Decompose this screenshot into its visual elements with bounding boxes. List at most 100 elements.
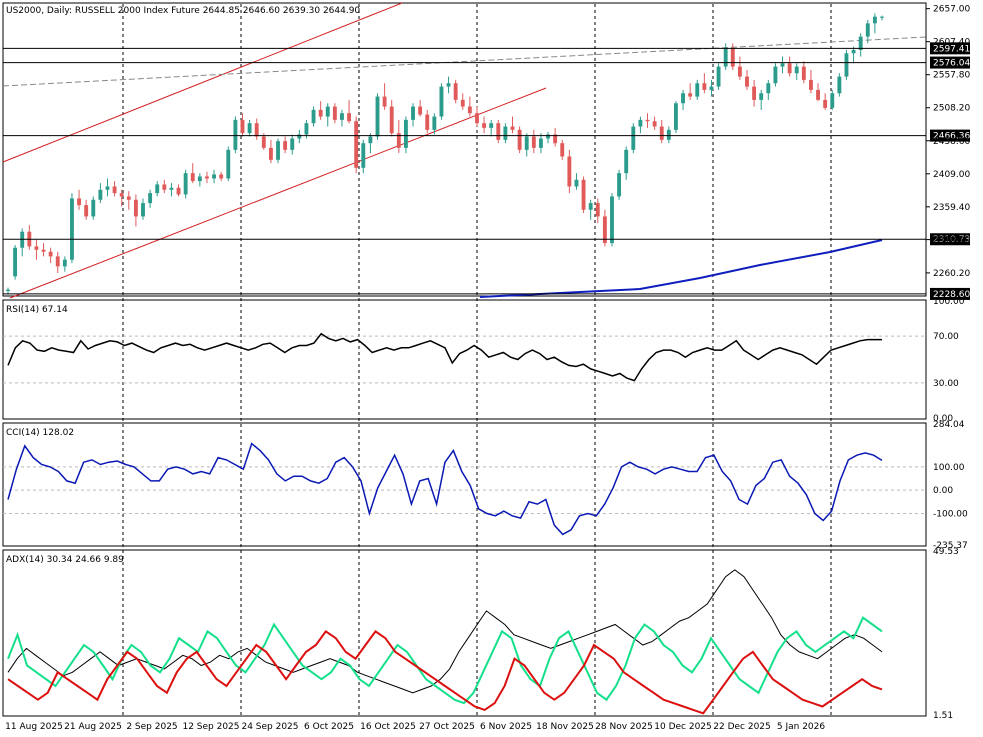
candle-body — [773, 66, 778, 84]
candle-body — [361, 143, 366, 168]
candle-body — [560, 143, 565, 157]
candle-body — [219, 174, 224, 179]
adx-tick-label: 49.53 — [933, 547, 959, 557]
candle-body — [702, 83, 707, 90]
candle-body — [631, 126, 636, 150]
candle-body — [581, 179, 586, 210]
candle-body — [304, 123, 309, 135]
trendline — [2, 36, 927, 87]
candle-body — [624, 149, 629, 174]
candle-body — [517, 129, 522, 150]
candle-body — [737, 66, 742, 77]
candle-body — [510, 126, 515, 130]
candle-body — [318, 109, 323, 117]
rsi-tick-label: 30.00 — [933, 379, 959, 389]
x-tick-label: 16 Oct 2025 — [360, 722, 416, 732]
candle-body — [574, 179, 579, 187]
candle-body — [467, 106, 472, 114]
x-tick-label: 18 Nov 2025 — [536, 722, 594, 732]
candle-body — [375, 96, 380, 137]
candle-body — [695, 83, 700, 97]
candle-body — [759, 93, 764, 100]
cci-tick-label: -100.00 — [933, 509, 968, 519]
candle-body — [439, 86, 444, 117]
candle-body — [823, 99, 828, 108]
candle-body — [77, 198, 81, 206]
candle-body — [503, 126, 508, 140]
candle-body — [6, 289, 10, 292]
candle-body — [190, 173, 195, 182]
adx-main-line — [7, 569, 883, 694]
y-tick-label: 2657.00 — [933, 5, 970, 15]
candle-body — [48, 251, 53, 257]
x-tick-label: 27 Oct 2025 — [419, 722, 475, 732]
cci-line — [7, 442, 883, 536]
x-tick-label: 6 Oct 2025 — [304, 722, 354, 732]
y-tick-label: 2458.60 — [933, 137, 970, 147]
candle-body — [425, 114, 430, 130]
candle-body — [723, 47, 728, 67]
candle-body — [766, 83, 771, 94]
candle-body — [872, 16, 877, 24]
level-tag — [930, 56, 970, 69]
level-tag-label: 2466.36 — [933, 132, 970, 142]
candle-body — [666, 129, 671, 140]
x-tick-label: 2 Sep 2025 — [126, 722, 177, 732]
candle-body — [197, 176, 202, 182]
candle-body — [496, 123, 501, 140]
adx-label: ADX(14) 30.34 24.66 9.89 — [6, 555, 124, 565]
rsi-label: RSI(14) 67.14 — [6, 305, 68, 315]
candle-body — [858, 36, 863, 50]
candle-body — [645, 119, 650, 122]
x-tick-label: 5 Jan 2026 — [777, 722, 825, 732]
candle-body — [261, 136, 266, 148]
rsi-tick-label: 70.00 — [933, 332, 959, 342]
candle-body — [268, 147, 273, 160]
candle-body — [276, 141, 280, 160]
x-axis-ticks: 11 Aug 2025 21 Aug 2025 2 Sep 2025 12 Sep 2… — [5, 722, 825, 732]
candle-body — [13, 247, 18, 277]
candle-body — [34, 246, 39, 250]
candle-body — [531, 136, 536, 148]
candle-body — [212, 174, 217, 179]
candle-body — [347, 113, 352, 122]
candle-body — [396, 133, 401, 148]
candle-body — [567, 156, 572, 187]
candle-body — [432, 116, 437, 130]
x-tick-label: 11 Aug 2025 — [5, 722, 63, 732]
candle-body — [482, 123, 487, 128]
candle-body — [809, 79, 813, 90]
candle-body — [290, 138, 295, 150]
candle-body — [126, 196, 131, 200]
level-tag-label: 2228.60 — [933, 290, 970, 300]
candle-body — [105, 186, 110, 190]
candle-body — [602, 216, 607, 244]
y-tick-label: 2409.00 — [933, 170, 970, 180]
adx-minus-di-line — [7, 630, 883, 715]
level-tag — [930, 287, 970, 300]
candle-body — [169, 187, 174, 190]
candle-body — [610, 196, 614, 244]
candle-body — [460, 99, 465, 107]
candle-body — [673, 103, 678, 130]
candle-body — [553, 134, 558, 144]
candle-body — [55, 256, 60, 267]
candle-body — [787, 63, 792, 74]
candle-body — [617, 173, 622, 197]
candle-body — [162, 184, 167, 190]
candle-body — [446, 83, 451, 87]
candle-body — [453, 83, 458, 100]
y-axis-ticks: 2657.00 2607.40 2557.80 2508.20 2458.60 2409.… — [926, 5, 970, 721]
candle-body — [247, 123, 252, 134]
adx-tick-label: 1.51 — [933, 711, 953, 721]
candle-body — [354, 121, 359, 168]
candle-body — [226, 149, 231, 179]
candle-body — [311, 109, 316, 124]
candle-body — [205, 176, 209, 179]
adx-panel-frame — [2, 549, 927, 717]
candle-body — [844, 53, 849, 77]
level-tag-label: 2310.73 — [933, 235, 970, 245]
cci-tick-label: 100.00 — [933, 463, 965, 473]
candle-body — [801, 66, 806, 80]
cci-label: CCI(14) 128.02 — [6, 428, 74, 438]
